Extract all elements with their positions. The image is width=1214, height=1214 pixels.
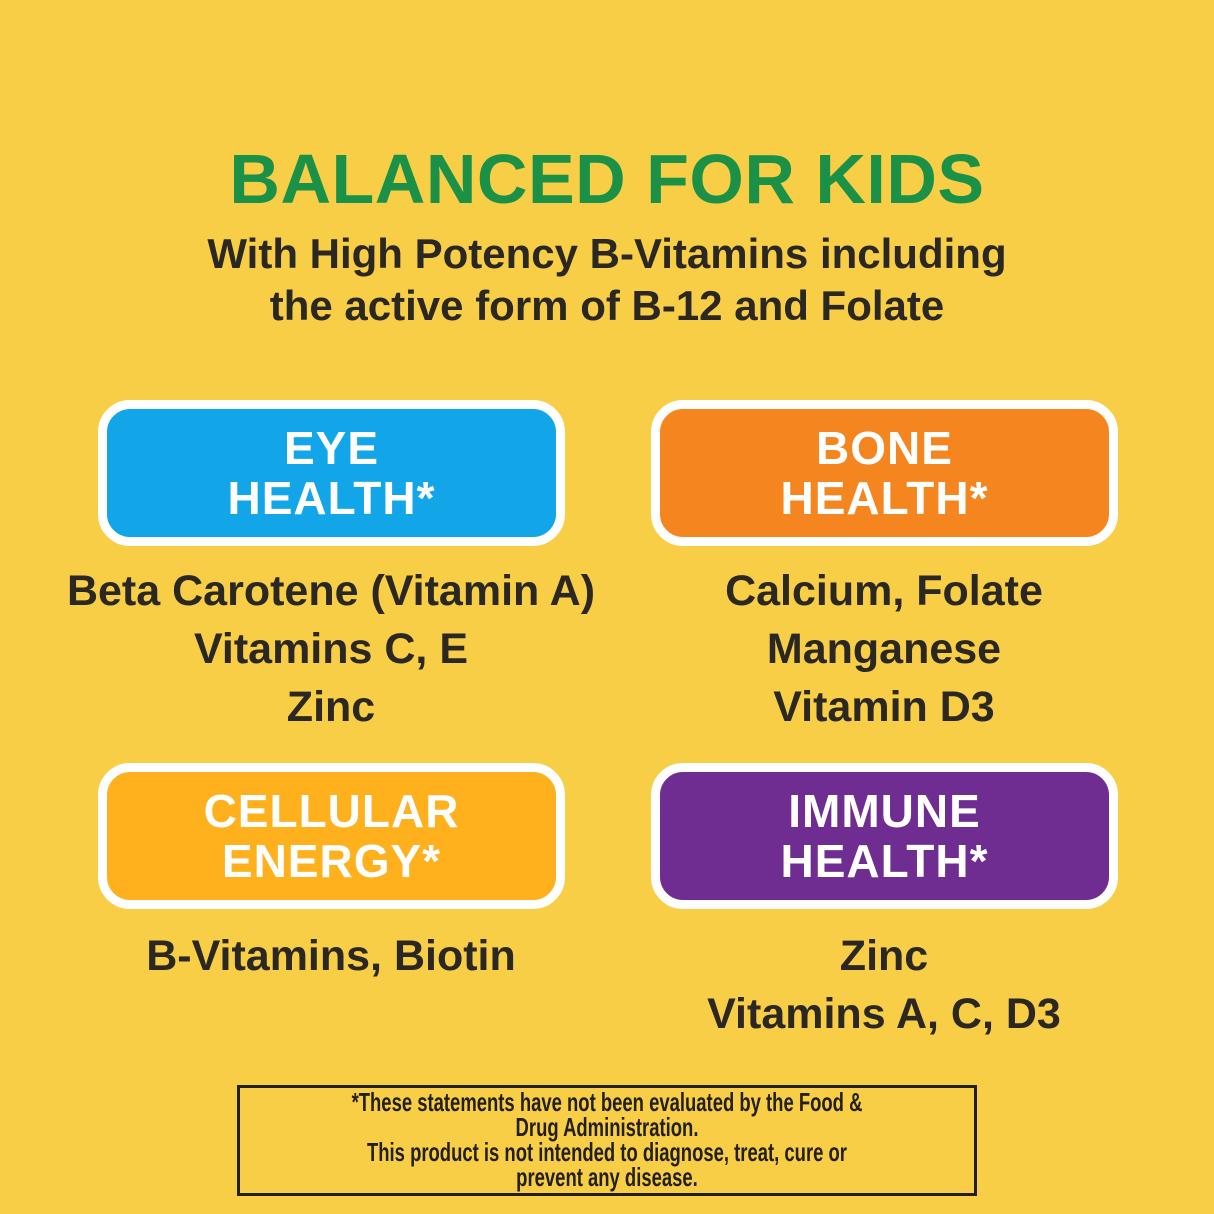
benefit-card-title-bone-health: BONE HEALTH* xyxy=(780,422,989,524)
benefit-card-title-cellular-energy: CELLULAR ENERGY* xyxy=(203,785,460,887)
ingredients-cellular-energy: B-Vitamins, Biotin xyxy=(146,932,516,980)
benefit-card-eye-health: EYE HEALTH* xyxy=(98,400,565,546)
fda-disclaimer-box: *These statements have not been evaluate… xyxy=(237,1085,977,1196)
benefit-card-title-immune-health: IMMUNE HEALTH* xyxy=(780,785,989,887)
ingredients-immune-health: Zinc Vitamins A, C, D3 xyxy=(707,932,1061,1038)
benefit-card-bone-health: BONE HEALTH* xyxy=(651,400,1118,546)
benefit-card-cellular-energy: CELLULAR ENERGY* xyxy=(98,763,565,909)
fda-disclaimer-text: *These statements have not been evaluate… xyxy=(351,1087,863,1192)
page-subtitle: With High Potency B-Vitamins including t… xyxy=(207,230,1007,329)
page-title: BALANCED FOR KIDS xyxy=(229,140,985,218)
benefit-card-immune-health: IMMUNE HEALTH* xyxy=(651,763,1118,909)
ingredients-bone-health: Calcium, Folate Manganese Vitamin D3 xyxy=(725,567,1043,731)
benefit-card-title-eye-health: EYE HEALTH* xyxy=(227,422,436,524)
ingredients-eye-health: Beta Carotene (Vitamin A) Vitamins C, E … xyxy=(66,567,596,731)
